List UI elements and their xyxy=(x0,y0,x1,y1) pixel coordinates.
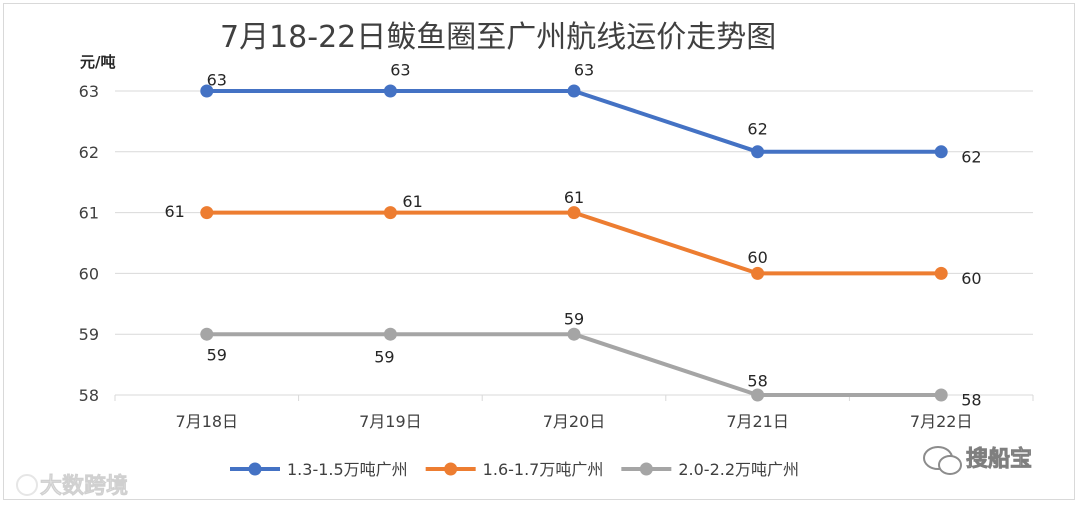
data-point xyxy=(751,145,765,159)
data-label: 58 xyxy=(747,372,767,391)
series-line xyxy=(204,332,944,397)
data-label: 60 xyxy=(961,269,981,288)
data-point xyxy=(200,327,214,341)
data-label: 62 xyxy=(961,147,981,166)
data-label: 60 xyxy=(747,248,767,267)
watermark-right-text: 搜船宝 xyxy=(966,446,1032,472)
legend: 1.3-1.5万吨广州 1.6-1.7万吨广州 2.0-2.2万吨广州 xyxy=(230,460,799,479)
data-label: 61 xyxy=(402,192,422,211)
data-label: 59 xyxy=(374,348,394,367)
data-point xyxy=(200,206,214,220)
data-point xyxy=(383,327,397,341)
series-3: 59 59 59 58 58 xyxy=(200,310,982,410)
data-label: 63 xyxy=(574,61,594,80)
data-point xyxy=(567,327,581,341)
legend-swatch-marker xyxy=(444,462,458,476)
data-label: 59 xyxy=(207,346,227,365)
data-point xyxy=(934,145,948,159)
data-label: 59 xyxy=(564,310,584,329)
series-group: 63 63 63 62 62 61 61 61 60 60 59 59 59 58 58 xyxy=(164,61,981,410)
data-label: 63 xyxy=(390,61,410,80)
x-tick-label: 7月19日 xyxy=(359,412,422,431)
y-tick-label: 58 xyxy=(79,386,99,405)
x-tick-label: 7月22日 xyxy=(910,412,973,431)
y-tick-label: 59 xyxy=(79,325,99,344)
data-label: 63 xyxy=(207,71,227,90)
legend-item-3: 2.0-2.2万吨广州 xyxy=(621,460,799,479)
data-point xyxy=(567,84,581,98)
watermark-right: 搜船宝 xyxy=(923,446,1032,475)
chart-frame xyxy=(3,3,1075,500)
series-1: 63 63 63 62 62 xyxy=(200,61,982,166)
legend-item-2: 1.6-1.7万吨广州 xyxy=(425,460,604,479)
x-tick-label: 7月21日 xyxy=(726,412,789,431)
data-point xyxy=(934,266,948,280)
legend-label: 1.6-1.7万吨广州 xyxy=(483,460,604,479)
data-label: 61 xyxy=(164,202,184,221)
watermark-left-text: 大数跨境 xyxy=(40,473,128,499)
data-point xyxy=(751,388,765,402)
data-point xyxy=(383,84,397,98)
data-point xyxy=(567,206,581,220)
gridlines xyxy=(115,90,1033,396)
series-line xyxy=(204,210,944,276)
watermark-left: 大数跨境 xyxy=(16,473,128,499)
data-label: 61 xyxy=(564,188,584,207)
x-tick-label: 7月20日 xyxy=(543,412,606,431)
chart-title: 7月18-22日鲅鱼圈至广州航线运价走势图 xyxy=(220,20,776,55)
y-axis-unit-label: 元/吨 xyxy=(80,53,115,71)
y-tick-label: 62 xyxy=(79,143,99,162)
data-point xyxy=(383,206,397,220)
legend-swatch-marker xyxy=(639,462,653,476)
series-2: 61 61 61 60 60 xyxy=(164,188,981,288)
data-label: 62 xyxy=(747,119,767,138)
y-tick-label: 63 xyxy=(79,82,99,101)
weibo-logo-icon xyxy=(16,474,38,496)
data-point xyxy=(751,266,765,280)
series-line xyxy=(204,89,944,154)
legend-swatch-marker xyxy=(248,462,262,476)
legend-label: 2.0-2.2万吨广州 xyxy=(678,460,799,479)
y-axis-ticks: 63 62 61 60 59 58 xyxy=(79,82,99,405)
data-point xyxy=(934,388,948,402)
legend-item-1: 1.3-1.5万吨广州 xyxy=(230,460,408,479)
legend-label: 1.3-1.5万吨广州 xyxy=(287,460,408,479)
x-tick-label: 7月18日 xyxy=(176,412,239,431)
y-tick-label: 60 xyxy=(79,264,99,283)
y-tick-label: 61 xyxy=(79,204,99,223)
data-label: 58 xyxy=(961,391,981,410)
data-point xyxy=(200,84,214,98)
x-axis-ticks: 7月18日 7月19日 7月20日 7月21日 7月22日 xyxy=(114,395,1034,431)
